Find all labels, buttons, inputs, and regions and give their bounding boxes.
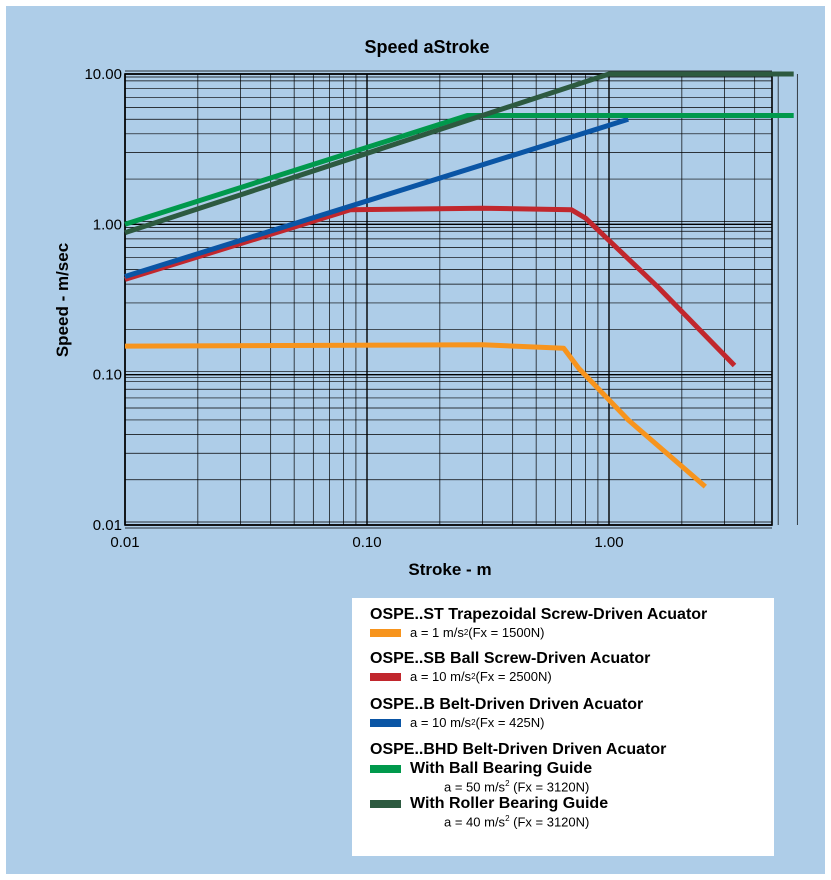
legend-b-accel: a = 10 m/s (410, 715, 472, 730)
plot-frame (124, 73, 773, 526)
legend-ball-row: With Ball Bearing Guide (370, 760, 666, 778)
tick-labels: 0.01 0.10 1.00 10.00 1.00 0.10 0.01 (84, 66, 623, 551)
legend-ball-sup: 2 (505, 779, 510, 788)
legend-sb-row: a = 10 m/s 2 (Fx = 2500N) (370, 669, 650, 684)
legend-sb-title: OSPE..SB Ball Screw-Driven Acuator (370, 650, 651, 667)
legend-st-force: (Fx = 1500N) (468, 625, 545, 640)
x-axis-label: Stroke - m (408, 560, 491, 579)
legend: OSPE..ST Trapezoidal Screw-Driven Acuato… (352, 598, 774, 856)
chart-title: Speed aStroke (364, 37, 489, 57)
legend-roller-sub: a = 40 m/s2 (Fx = 3120N) (370, 814, 666, 829)
series-line-sb (124, 205, 737, 368)
legend-roller-sup: 2 (505, 814, 510, 824)
legend-st: OSPE..ST Trapezoidal Screw-Driven Acuato… (370, 606, 707, 640)
y-axis-label: Speed - m/sec (53, 243, 72, 357)
series-line-bhd_roller (124, 71, 794, 236)
legend-swatch-ball (370, 765, 401, 773)
legend-roller-row: With Roller Bearing Guide (370, 795, 666, 813)
legend-roller-accel: a = 40 m/s (444, 814, 506, 830)
legend-sb-accel: a = 10 m/s (410, 669, 472, 684)
legend-b-sup: 2 (471, 718, 476, 727)
y-tick-label: 10.00 (84, 66, 122, 83)
x-tick-label: 0.10 (352, 534, 381, 551)
x-tick-label: 0.01 (110, 534, 139, 551)
y-tick-label: 0.01 (93, 517, 122, 534)
legend-st-accel: a = 1 m/s (410, 625, 464, 640)
legend-sb: OSPE..SB Ball Screw-Driven Acuator a = 1… (370, 650, 650, 684)
legend-ball-sub: a = 50 m/s2 (Fx = 3120N) (370, 779, 666, 794)
series-line-b (124, 116, 629, 279)
legend-st-title: OSPE..ST Trapezoidal Screw-Driven Acuato… (370, 606, 708, 623)
legend-b-title: OSPE..B Belt-Driven Driven Acuator (370, 696, 644, 713)
legend-bhd-title: OSPE..BHD Belt-Driven Driven Acuator (370, 741, 667, 758)
legend-swatch-st (370, 628, 401, 637)
grid (124, 70, 798, 529)
legend-b: OSPE..B Belt-Driven Driven Acuator a = 1… (370, 696, 643, 730)
legend-st-sup: 2 (463, 628, 469, 637)
series-line-st (124, 342, 707, 489)
legend-st-row: a = 1 m/s 2 (Fx = 1500N) (370, 625, 707, 640)
series-line-bhd_ball (124, 113, 794, 227)
legend-roller-force: (Fx = 3120N) (509, 814, 590, 830)
legend-swatch-sb (370, 672, 401, 681)
legend-bhd: OSPE..BHD Belt-Driven Driven Acuator Wit… (370, 741, 666, 830)
legend-roller-label: With Roller Bearing Guide (410, 795, 609, 813)
legend-b-row: a = 10 m/s 2 (Fx = 425N) (370, 715, 643, 730)
legend-b-force: (Fx = 425N) (475, 715, 545, 730)
legend-sb-force: (Fx = 2500N) (475, 669, 552, 684)
y-tick-label: 1.00 (93, 216, 122, 233)
legend-sb-sup: 2 (471, 672, 476, 681)
legend-ball-accel: a = 50 m/s (444, 779, 506, 795)
legend-swatch-b (370, 718, 401, 727)
series-layer (124, 71, 794, 489)
x-tick-label: 1.00 (594, 534, 623, 551)
legend-swatch-roller (370, 800, 401, 809)
y-tick-label: 0.10 (93, 367, 122, 384)
legend-ball-force: (Fx = 3120N) (509, 779, 590, 795)
legend-ball-label: With Ball Bearing Guide (410, 760, 593, 777)
